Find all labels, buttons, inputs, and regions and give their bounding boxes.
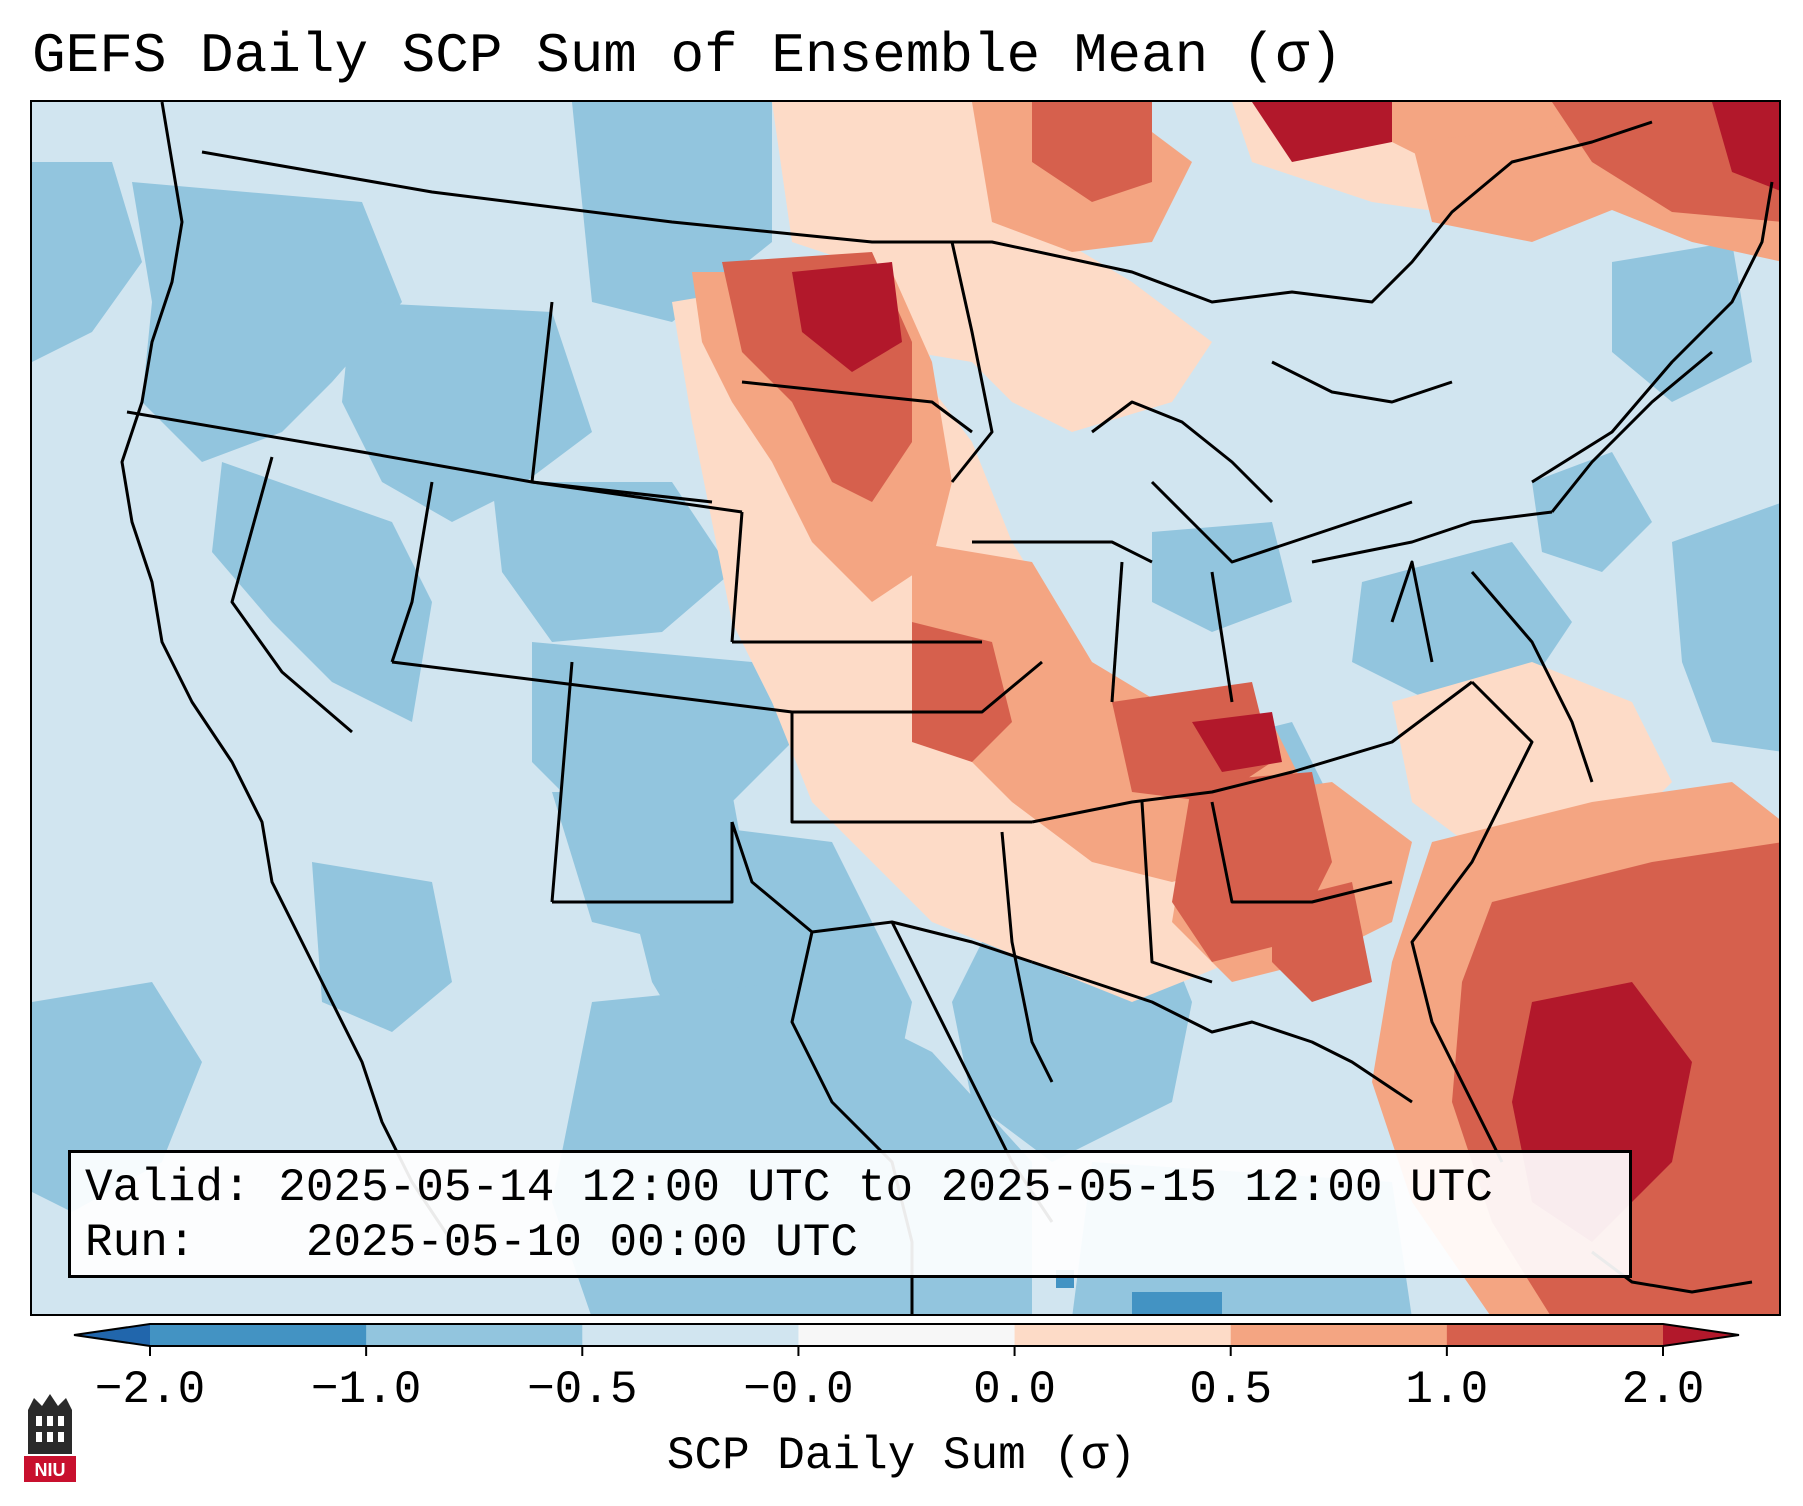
run-line: Run: 2025-05-10 00:00 UTC	[85, 1216, 1615, 1271]
colorbar-extend-high	[1663, 1324, 1739, 1346]
colorbar-segment	[1230, 1324, 1448, 1346]
colorbar-segment	[1014, 1324, 1232, 1346]
colorbar-ticks	[149, 1346, 1664, 1356]
validity-info-box: Valid: 2025-05-14 12:00 UTC to 2025-05-1…	[68, 1150, 1632, 1278]
colorbar-tick-label: 0.5	[1189, 1364, 1273, 1416]
colorbar-tick-label: −2.0	[94, 1364, 206, 1416]
colorbar-tick-label: 2.0	[1621, 1364, 1705, 1416]
colorbar	[73, 1323, 1740, 1356]
logo-banner	[24, 1456, 76, 1482]
niu-logo: NIU	[24, 1394, 76, 1482]
run-value: 2025-05-10 00:00 UTC	[305, 1217, 858, 1269]
colorbar-segment	[1446, 1324, 1664, 1346]
scp-anomaly-map	[32, 102, 1779, 1314]
colorbar-tick-label: 0.0	[973, 1364, 1056, 1416]
valid-line: Valid: 2025-05-14 12:00 UTC to 2025-05-1…	[85, 1161, 1615, 1216]
valid-label: Valid:	[85, 1162, 251, 1214]
colorbar-segment	[582, 1324, 799, 1346]
colorbar-extend-low	[74, 1324, 150, 1346]
colorbar-segment	[150, 1324, 367, 1346]
valid-value: 2025-05-14 12:00 UTC to 2025-05-15 12:00…	[278, 1162, 1493, 1214]
colorbar-segments	[73, 1323, 1740, 1347]
colorbar-label: SCP Daily Sum (σ)	[666, 1430, 1137, 1482]
colorbar-segment	[798, 1324, 1016, 1346]
run-label: Run:	[85, 1217, 196, 1269]
map-panel	[30, 100, 1781, 1316]
colorbar-tick-label: −0.0	[743, 1364, 854, 1416]
colorbar-tick-label: −1.0	[310, 1364, 422, 1416]
logo-text: NIU	[35, 1460, 66, 1480]
colorbar-tick-label: 1.0	[1405, 1364, 1489, 1416]
colorbar-segment	[366, 1324, 583, 1346]
page-title: GEFS Daily SCP Sum of Ensemble Mean (σ)	[32, 24, 1343, 88]
colorbar-tick-label: −0.5	[527, 1364, 638, 1416]
